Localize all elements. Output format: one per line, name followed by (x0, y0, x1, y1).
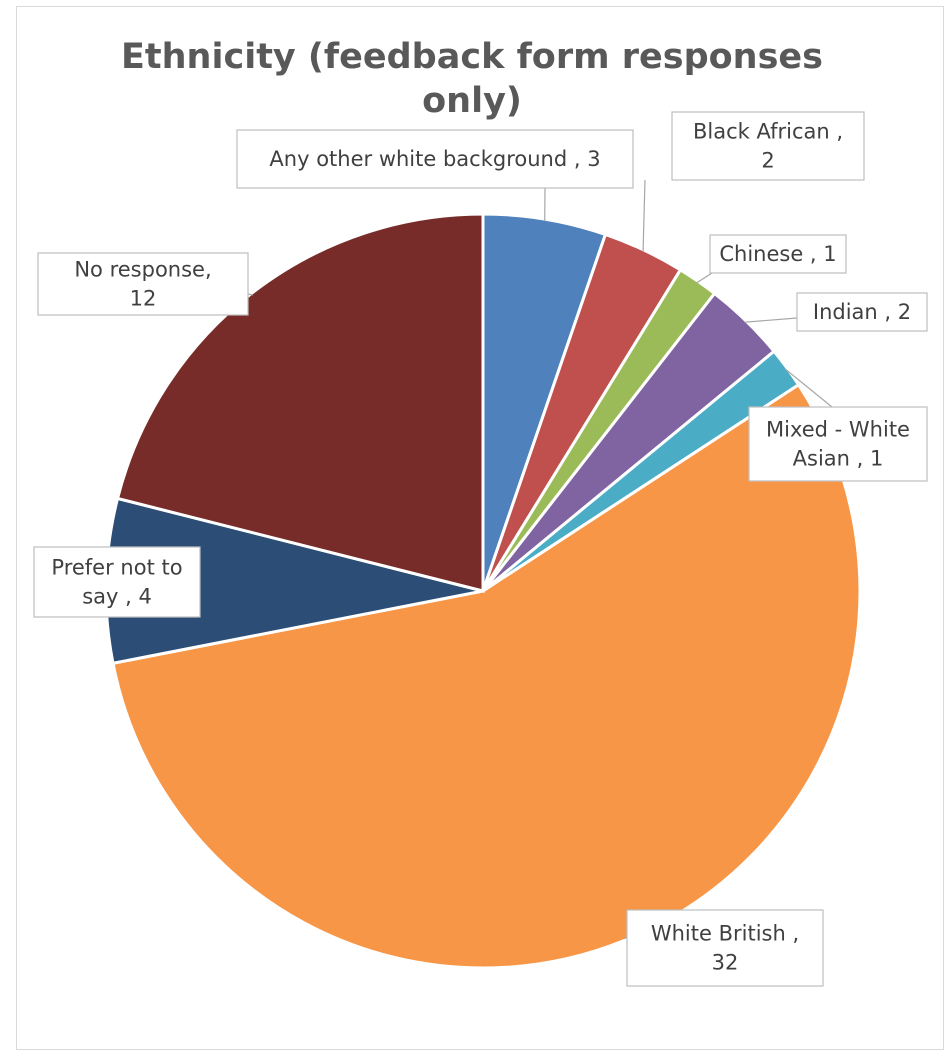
leader-line (696, 272, 713, 284)
data-label-text: Any other white background , 3 (269, 147, 600, 171)
data-label-line: No response, (74, 258, 211, 282)
pie-slice-no-response (115, 212, 485, 593)
data-label-line: Mixed - White (766, 418, 910, 442)
data-label-box (671, 111, 865, 181)
data-label-line: White British , (651, 922, 799, 946)
leader-line (784, 368, 833, 408)
data-label-line: Any other white background , 3 (269, 147, 600, 171)
data-label-box (748, 406, 928, 482)
data-label-box (709, 234, 847, 274)
data-label-box (37, 252, 249, 316)
leader-line (247, 293, 253, 296)
chart-title-line: Ethnicity (feedback form responses (121, 37, 823, 77)
data-label-box (33, 546, 201, 618)
data-label-box (236, 129, 634, 189)
data-label-text: Prefer not to say , 4 (51, 556, 182, 609)
data-label-text: Indian , 2 (813, 300, 911, 324)
leader-line (744, 317, 798, 323)
data-label-box (796, 292, 928, 332)
data-label: Any other white background , 3 (236, 129, 634, 189)
data-label-text: White British , 32 (651, 922, 799, 975)
data-label-line: Indian , 2 (813, 300, 911, 324)
pie-slice-white-british (111, 382, 862, 970)
chart-title: Ethnicity (feedback form responses only) (121, 37, 823, 121)
data-label-text: Mixed - White Asian , 1 (766, 418, 910, 471)
data-labels: Any other white background , 3 Black Afri… (33, 111, 928, 987)
data-label: Mixed - White Asian , 1 (748, 406, 928, 482)
leader-line (642, 179, 646, 252)
data-label: Black African , 2 (671, 111, 865, 181)
data-label: No response, 12 (37, 252, 249, 316)
data-label-box (626, 909, 824, 987)
data-label-line: 12 (130, 287, 157, 311)
data-label: Prefer not to say , 4 (33, 546, 201, 618)
pie-slices (104, 212, 862, 970)
data-label-text: Black African , 2 (693, 120, 843, 173)
data-label-line: 2 (761, 149, 774, 173)
data-label: White British , 32 (626, 909, 824, 987)
data-label-line: Black African , (693, 120, 843, 144)
chart-title-line: only) (422, 81, 522, 121)
data-label-line: Prefer not to (51, 556, 182, 580)
data-label-line: Chinese , 1 (719, 242, 836, 266)
data-label-text: No response, 12 (74, 258, 211, 311)
data-label-line: Asian , 1 (793, 447, 884, 471)
data-label: Indian , 2 (796, 292, 928, 332)
data-label: Chinese , 1 (709, 234, 847, 274)
data-label-line: 32 (712, 951, 739, 975)
data-label-line: say , 4 (82, 585, 152, 609)
data-label-text: Chinese , 1 (719, 242, 836, 266)
